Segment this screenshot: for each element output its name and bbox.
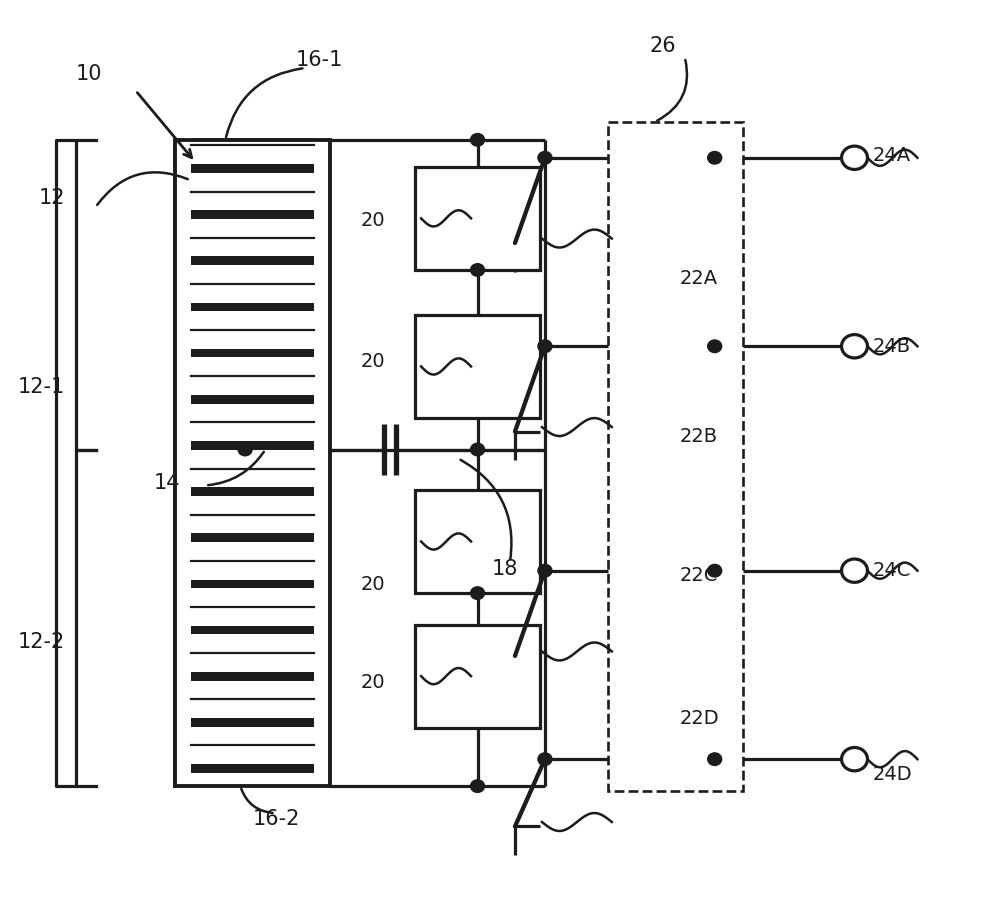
Polygon shape bbox=[415, 625, 540, 728]
Polygon shape bbox=[415, 490, 540, 593]
Circle shape bbox=[471, 587, 485, 600]
Polygon shape bbox=[191, 672, 314, 681]
Text: 20: 20 bbox=[360, 673, 385, 692]
Text: 20: 20 bbox=[360, 211, 385, 230]
Circle shape bbox=[842, 559, 867, 583]
Text: 22B: 22B bbox=[680, 426, 718, 446]
Circle shape bbox=[471, 443, 485, 456]
Polygon shape bbox=[191, 718, 314, 726]
Text: 12-1: 12-1 bbox=[18, 377, 65, 396]
Polygon shape bbox=[191, 487, 314, 496]
Circle shape bbox=[238, 443, 252, 456]
Circle shape bbox=[842, 147, 867, 169]
Text: 24A: 24A bbox=[872, 146, 911, 165]
Polygon shape bbox=[191, 303, 314, 311]
Text: 14: 14 bbox=[153, 473, 180, 493]
Polygon shape bbox=[191, 349, 314, 358]
Circle shape bbox=[471, 134, 485, 147]
Polygon shape bbox=[608, 122, 743, 790]
Text: 22C: 22C bbox=[680, 565, 718, 584]
Text: 12-2: 12-2 bbox=[18, 633, 65, 653]
Circle shape bbox=[708, 340, 722, 352]
Text: 20: 20 bbox=[360, 574, 385, 593]
Text: 24D: 24D bbox=[872, 765, 912, 784]
Text: 10: 10 bbox=[76, 65, 102, 85]
Text: 20: 20 bbox=[360, 352, 385, 371]
Text: 16-1: 16-1 bbox=[295, 50, 343, 70]
Circle shape bbox=[471, 779, 485, 792]
Text: 26: 26 bbox=[650, 36, 676, 56]
Circle shape bbox=[842, 747, 867, 770]
Circle shape bbox=[708, 565, 722, 577]
Circle shape bbox=[842, 334, 867, 358]
Polygon shape bbox=[191, 626, 314, 635]
Polygon shape bbox=[191, 580, 314, 588]
Text: 24C: 24C bbox=[872, 561, 911, 580]
Text: 12: 12 bbox=[39, 188, 65, 209]
Circle shape bbox=[538, 565, 552, 577]
Polygon shape bbox=[191, 210, 314, 219]
Text: 24B: 24B bbox=[872, 337, 911, 356]
Polygon shape bbox=[191, 533, 314, 542]
Circle shape bbox=[708, 152, 722, 164]
Polygon shape bbox=[191, 441, 314, 450]
Circle shape bbox=[471, 263, 485, 276]
Circle shape bbox=[538, 752, 552, 765]
Polygon shape bbox=[175, 140, 330, 786]
Polygon shape bbox=[191, 395, 314, 404]
Polygon shape bbox=[415, 315, 540, 418]
Text: 16-2: 16-2 bbox=[252, 809, 300, 829]
Text: 18: 18 bbox=[492, 559, 518, 579]
Polygon shape bbox=[191, 256, 314, 265]
Polygon shape bbox=[191, 764, 314, 773]
Text: 22A: 22A bbox=[680, 270, 718, 289]
Polygon shape bbox=[191, 164, 314, 173]
Circle shape bbox=[708, 752, 722, 765]
Polygon shape bbox=[415, 166, 540, 270]
Circle shape bbox=[538, 152, 552, 164]
Text: 22D: 22D bbox=[680, 709, 719, 728]
Circle shape bbox=[538, 340, 552, 352]
